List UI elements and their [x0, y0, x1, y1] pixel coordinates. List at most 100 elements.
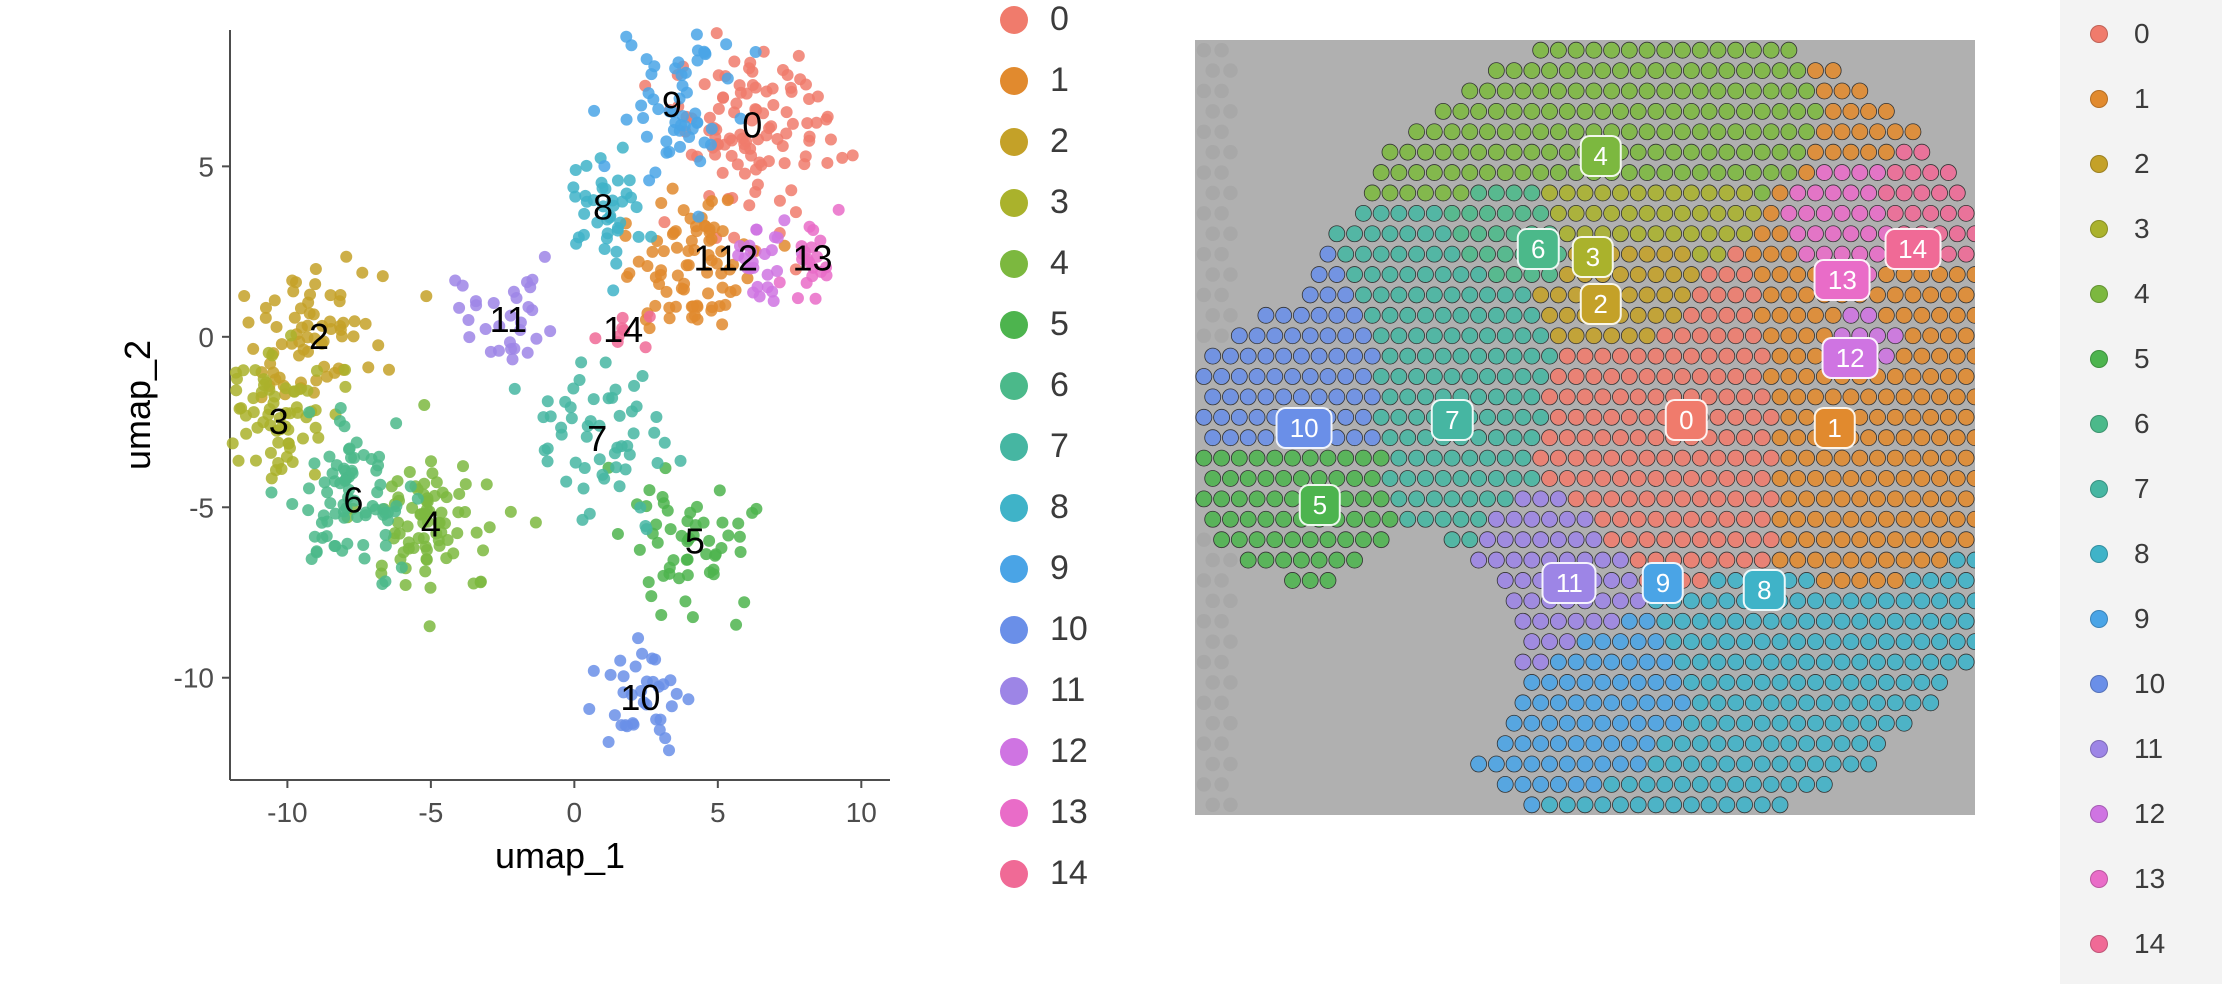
- spatial-spot: [1568, 695, 1584, 711]
- legend-dot-icon: [1000, 799, 1028, 827]
- spatial-badge-9[interactable]: 9: [1642, 562, 1684, 604]
- legend1-item-9[interactable]: 9: [1000, 549, 1069, 588]
- spatial-spot: [1949, 389, 1965, 405]
- spatial-spot: [1533, 287, 1549, 303]
- legend2-item-0[interactable]: 0: [2090, 18, 2150, 50]
- spatial-spot: [1772, 715, 1788, 731]
- spatial-spot: [1559, 715, 1575, 731]
- spatial-spot: [1471, 756, 1487, 772]
- spatial-spot: [1612, 389, 1628, 405]
- legend2-item-1[interactable]: 1: [2090, 83, 2150, 115]
- spatial-spot: [1621, 654, 1637, 670]
- spatial-spot: [1932, 593, 1948, 609]
- umap-point: [567, 181, 579, 193]
- legend2-item-3[interactable]: 3: [2090, 213, 2150, 245]
- spatial-empty-spot: [1223, 798, 1237, 812]
- legend2-item-14[interactable]: 14: [2090, 928, 2165, 960]
- legend1-item-5[interactable]: 5: [1000, 305, 1069, 344]
- spatial-spot: [1825, 593, 1841, 609]
- spatial-spot: [1728, 83, 1744, 99]
- legend1-item-6[interactable]: 6: [1000, 366, 1069, 405]
- legend-label: 3: [1050, 183, 1069, 222]
- spatial-spot: [1240, 430, 1256, 446]
- spatial-badge-4[interactable]: 4: [1579, 135, 1621, 177]
- spatial-spot: [1249, 491, 1265, 507]
- legend2-item-7[interactable]: 7: [2090, 473, 2150, 505]
- legend2-item-2[interactable]: 2: [2090, 148, 2150, 180]
- legend2-item-6[interactable]: 6: [2090, 408, 2150, 440]
- legend2-item-12[interactable]: 12: [2090, 798, 2165, 830]
- legend1-item-7[interactable]: 7: [1000, 427, 1069, 466]
- spatial-badge-13[interactable]: 13: [1814, 259, 1871, 301]
- legend2-item-13[interactable]: 13: [2090, 863, 2165, 895]
- spatial-empty-spot: [1206, 227, 1220, 241]
- spatial-spot: [1807, 307, 1823, 323]
- spatial-spot: [1373, 491, 1389, 507]
- spatial-badge-5[interactable]: 5: [1299, 484, 1341, 526]
- umap-point: [810, 293, 822, 305]
- umap-point: [702, 287, 714, 299]
- spatial-badge-6[interactable]: 6: [1517, 228, 1559, 270]
- spatial-empty-spot: [1206, 145, 1220, 159]
- umap-point: [559, 396, 571, 408]
- spatial-badge-3[interactable]: 3: [1572, 236, 1614, 278]
- legend2-item-10[interactable]: 10: [2090, 668, 2165, 700]
- spatial-badge-7[interactable]: 7: [1431, 399, 1473, 441]
- spatial-spot: [1852, 83, 1868, 99]
- spatial-spot: [1701, 511, 1717, 527]
- spatial-spot: [1754, 103, 1770, 119]
- spatial-spot: [1577, 634, 1593, 650]
- spatial-badge-1[interactable]: 1: [1813, 407, 1855, 449]
- legend2-item-4[interactable]: 4: [2090, 278, 2150, 310]
- spatial-spot: [1728, 287, 1744, 303]
- legend1-item-0[interactable]: 0: [1000, 0, 1069, 39]
- spatial-spot: [1958, 613, 1974, 629]
- spatial-spot: [1648, 63, 1664, 79]
- x-tick-label: 0: [567, 797, 583, 828]
- umap-point: [597, 469, 609, 481]
- legend1-item-1[interactable]: 1: [1000, 61, 1069, 100]
- spatial-badge-11[interactable]: 11: [1542, 562, 1597, 604]
- spatial-spot: [1692, 124, 1708, 140]
- spatial-spot: [1870, 491, 1886, 507]
- legend1-item-14[interactable]: 14: [1000, 854, 1088, 893]
- spatial-spot: [1781, 287, 1797, 303]
- spatial-empty-spot: [1206, 798, 1220, 812]
- umap-cluster-label-11: 11: [490, 299, 527, 340]
- legend-dot-icon: [1000, 677, 1028, 705]
- spatial-badge-14[interactable]: 14: [1884, 228, 1941, 270]
- legend-dot-icon: [2090, 675, 2108, 693]
- spatial-badge-8[interactable]: 8: [1743, 569, 1785, 611]
- legend1-item-10[interactable]: 10: [1000, 610, 1088, 649]
- spatial-spot: [1878, 634, 1894, 650]
- spatial-spot: [1923, 532, 1939, 548]
- spatial-badge-10[interactable]: 10: [1276, 407, 1333, 449]
- spatial-spot: [1737, 552, 1753, 568]
- spatial-badge-12[interactable]: 12: [1822, 337, 1879, 379]
- legend1-item-4[interactable]: 4: [1000, 244, 1069, 283]
- spatial-spot: [1781, 776, 1797, 792]
- spatial-spot: [1763, 246, 1779, 262]
- legend1-item-3[interactable]: 3: [1000, 183, 1069, 222]
- legend2-item-5[interactable]: 5: [2090, 343, 2150, 375]
- umap-point: [779, 157, 791, 169]
- umap-point: [607, 284, 619, 296]
- legend2-item-9[interactable]: 9: [2090, 603, 2150, 635]
- spatial-spot: [1355, 450, 1371, 466]
- spatial-spot: [1612, 348, 1628, 364]
- legend1-item-8[interactable]: 8: [1000, 488, 1069, 527]
- legend2-item-8[interactable]: 8: [2090, 538, 2150, 570]
- umap-point: [542, 455, 554, 467]
- legend1-item-11[interactable]: 11: [1000, 671, 1085, 710]
- spatial-badge-2[interactable]: 2: [1579, 283, 1621, 325]
- spatial-spot: [1320, 450, 1336, 466]
- legend1-item-2[interactable]: 2: [1000, 122, 1069, 161]
- umap-point: [420, 290, 432, 302]
- umap-point: [396, 562, 408, 574]
- legend1-item-12[interactable]: 12: [1000, 732, 1088, 771]
- spatial-spot: [1799, 776, 1815, 792]
- spatial-spot: [1799, 532, 1815, 548]
- legend1-item-13[interactable]: 13: [1000, 793, 1088, 832]
- legend2-item-11[interactable]: 11: [2090, 733, 2163, 765]
- spatial-badge-0[interactable]: 0: [1665, 399, 1707, 441]
